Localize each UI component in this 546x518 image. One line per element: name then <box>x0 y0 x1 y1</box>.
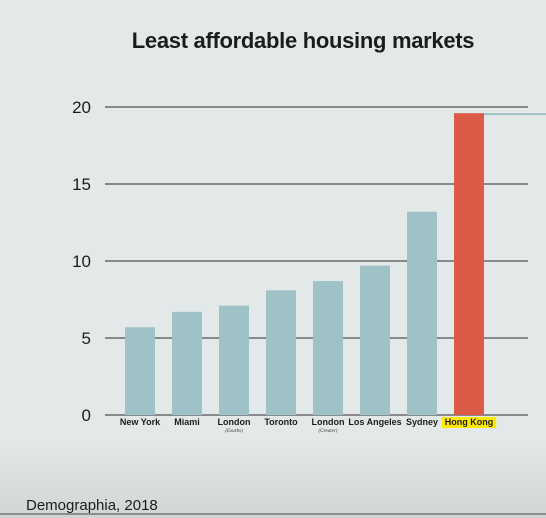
bar-4 <box>313 281 343 415</box>
bar-3 <box>266 290 296 415</box>
bar-2 <box>219 305 249 415</box>
y-tick-label: 20 <box>72 98 91 117</box>
bar-5 <box>360 265 390 415</box>
y-axis-ticks: 0 5 10 15 20 <box>72 98 91 425</box>
x-axis-labels: New York Miami London (Exurbs) Toronto London… <box>120 417 497 434</box>
x-tick-label: Sydney <box>406 417 438 427</box>
bottom-divider <box>0 513 546 515</box>
x-tick-label: Toronto <box>264 417 298 427</box>
x-tick-label: London <box>312 417 345 427</box>
x-tick-label: Los Angeles <box>348 417 401 427</box>
x-tick-label: Miami <box>174 417 200 427</box>
x-tick-label: New York <box>120 417 161 427</box>
y-tick-label: 15 <box>72 175 91 194</box>
bar-6 <box>407 211 437 415</box>
x-tick-label: London <box>218 417 251 427</box>
y-tick-label: 0 <box>82 406 91 425</box>
highlight-label-bg <box>441 417 497 428</box>
bars <box>125 113 546 415</box>
x-tick-sublabel: (Exurbs) <box>225 429 243 434</box>
background-fade <box>0 440 546 518</box>
y-tick-label: 10 <box>72 252 91 271</box>
x-tick-sublabel: (Greater) <box>319 429 338 434</box>
bar-7 <box>454 113 484 415</box>
y-tick-label: 5 <box>82 329 91 348</box>
bar-0 <box>125 327 155 415</box>
source-credit: Demographia, 2018 <box>26 497 158 514</box>
bar-1 <box>172 311 202 415</box>
x-tick-label: Hong Kong <box>445 417 494 427</box>
chart-title: Least affordable housing markets <box>131 28 475 53</box>
